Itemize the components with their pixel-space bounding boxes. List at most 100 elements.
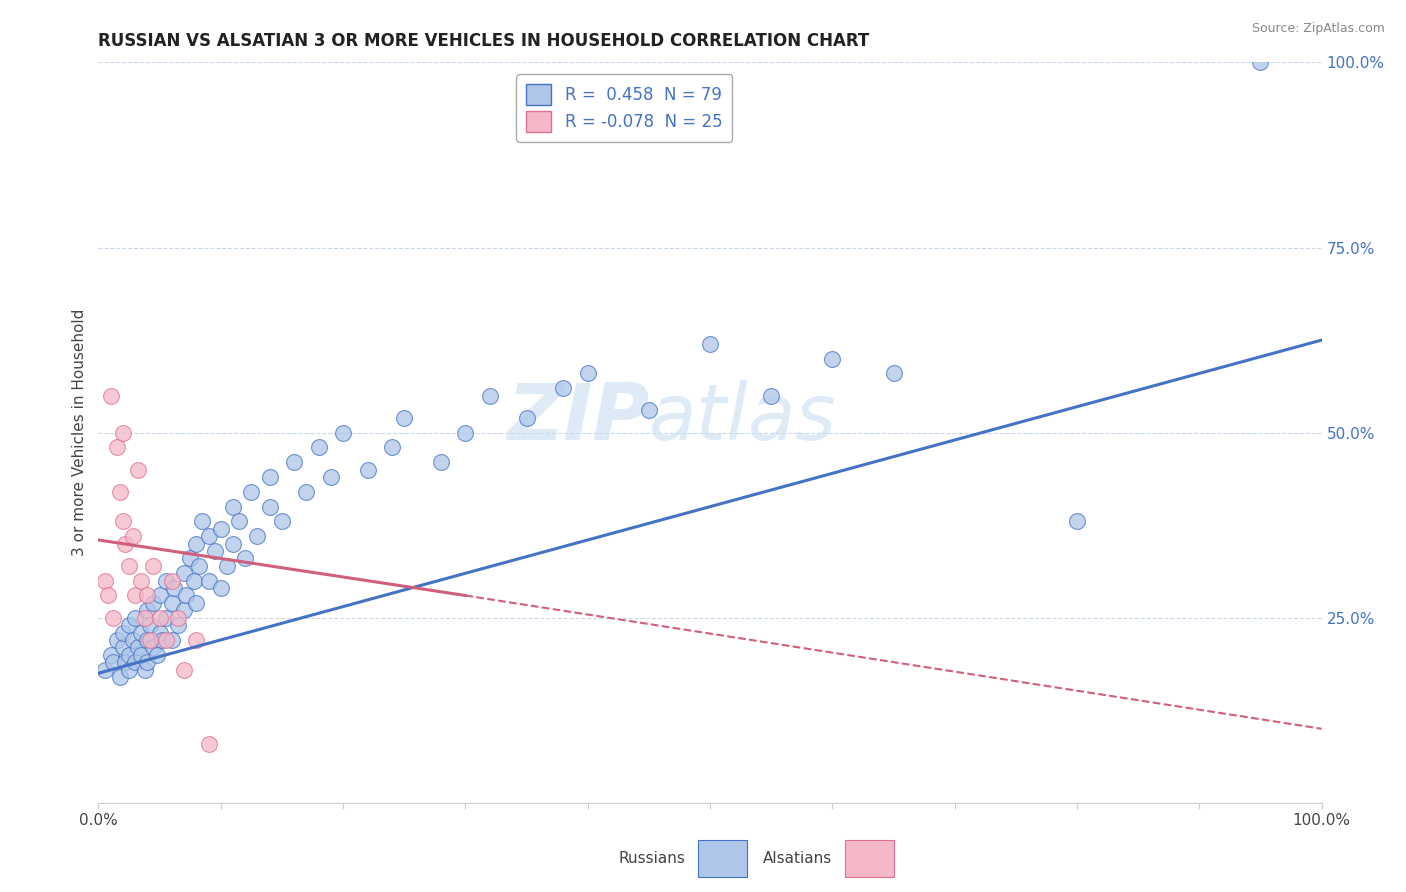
Text: Source: ZipAtlas.com: Source: ZipAtlas.com <box>1251 22 1385 36</box>
Point <box>110 484 132 499</box>
Point <box>1249 55 1271 70</box>
Point <box>183 574 205 588</box>
Point <box>111 640 134 655</box>
Point <box>105 441 128 455</box>
Point <box>124 589 146 603</box>
Point <box>105 632 128 647</box>
Point <box>179 551 201 566</box>
Point <box>136 589 159 603</box>
Point <box>197 574 219 588</box>
Point <box>160 596 183 610</box>
Point <box>430 455 453 469</box>
Point <box>124 655 146 669</box>
Point <box>93 663 115 677</box>
Point <box>186 596 208 610</box>
Point <box>136 632 159 647</box>
Point <box>270 515 294 529</box>
Point <box>100 388 122 402</box>
Point <box>392 410 416 425</box>
Point <box>129 625 152 640</box>
Point <box>121 632 143 647</box>
Point <box>319 470 342 484</box>
Point <box>118 558 141 573</box>
Text: Russians: Russians <box>619 851 686 866</box>
Point <box>167 618 190 632</box>
Point <box>101 655 124 669</box>
Point <box>209 581 232 595</box>
Point <box>114 536 136 550</box>
Point <box>173 566 195 581</box>
Point <box>149 625 172 640</box>
Point <box>134 610 156 624</box>
Text: ZIP: ZIP <box>506 380 648 456</box>
Point <box>139 618 162 632</box>
Point <box>699 336 721 351</box>
Point <box>576 367 599 381</box>
Point <box>176 589 198 603</box>
Point <box>129 574 152 588</box>
Point <box>101 610 124 624</box>
Point <box>883 367 905 381</box>
Point <box>110 670 132 684</box>
Point <box>118 618 141 632</box>
Point <box>127 640 149 655</box>
Point <box>163 581 186 595</box>
Point <box>454 425 477 440</box>
Point <box>100 648 122 662</box>
Point <box>136 655 159 669</box>
Point <box>187 558 209 573</box>
Point <box>478 388 501 402</box>
Point <box>118 663 141 677</box>
Point <box>149 589 172 603</box>
Point <box>197 737 219 751</box>
Legend: R =  0.458  N = 79, R = -0.078  N = 25: R = 0.458 N = 79, R = -0.078 N = 25 <box>516 74 733 142</box>
Point <box>222 536 245 550</box>
Point <box>160 632 183 647</box>
Point <box>246 529 269 543</box>
Point <box>215 558 238 573</box>
Point <box>114 655 136 669</box>
Point <box>167 610 190 624</box>
Text: RUSSIAN VS ALSATIAN 3 OR MORE VEHICLES IN HOUSEHOLD CORRELATION CHART: RUSSIAN VS ALSATIAN 3 OR MORE VEHICLES I… <box>98 32 870 50</box>
Point <box>150 632 173 647</box>
Point <box>233 551 256 566</box>
Point <box>209 522 232 536</box>
Point <box>134 663 156 677</box>
Point <box>204 544 226 558</box>
Point <box>259 470 281 484</box>
Point <box>283 455 305 469</box>
Point <box>259 500 281 514</box>
Point <box>121 529 143 543</box>
Point <box>228 515 250 529</box>
Point <box>186 536 208 550</box>
Point <box>111 425 134 440</box>
Point <box>111 625 134 640</box>
Point <box>308 441 330 455</box>
Point <box>197 529 219 543</box>
Point <box>155 610 177 624</box>
Point <box>356 462 378 476</box>
Point <box>173 663 195 677</box>
Point <box>111 515 134 529</box>
Y-axis label: 3 or more Vehicles in Household: 3 or more Vehicles in Household <box>72 309 87 557</box>
Point <box>332 425 354 440</box>
Point <box>1066 515 1088 529</box>
Point <box>381 441 404 455</box>
Point <box>761 388 783 402</box>
Text: atlas: atlas <box>648 380 837 456</box>
Point <box>637 403 661 417</box>
Point <box>149 610 172 624</box>
Point <box>240 484 263 499</box>
Point <box>146 648 169 662</box>
Point <box>129 648 152 662</box>
Point <box>142 640 165 655</box>
Point <box>142 558 165 573</box>
Point <box>222 500 245 514</box>
Point <box>155 574 177 588</box>
Point <box>124 610 146 624</box>
Point <box>515 410 537 425</box>
FancyBboxPatch shape <box>697 840 747 877</box>
Point <box>160 574 183 588</box>
Point <box>553 381 575 395</box>
Point <box>97 589 120 603</box>
